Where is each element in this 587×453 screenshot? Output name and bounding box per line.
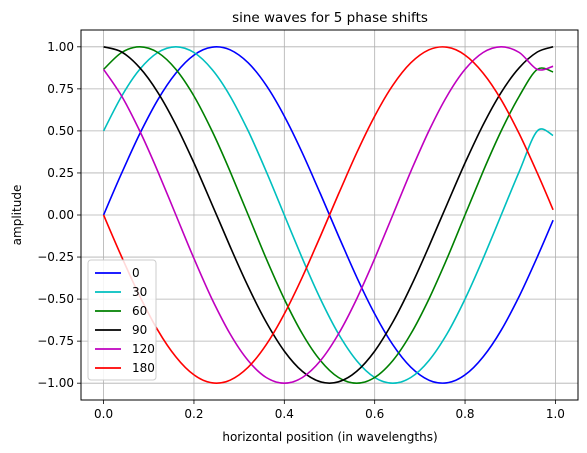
x-tick-label: 0.4: [275, 407, 294, 421]
y-tick-label: −1.00: [37, 376, 74, 390]
legend-box: [87, 259, 157, 381]
x-tick-label: 0.8: [455, 407, 474, 421]
x-axis-label: horizontal position (in wavelengths): [222, 430, 437, 444]
y-tick-label: 0.50: [47, 124, 74, 138]
series-layer: [102, 45, 554, 385]
series-line-60: [103, 45, 554, 385]
y-tick-label: 0.75: [47, 82, 74, 96]
y-tick-label: −0.75: [37, 334, 74, 348]
legend: 0 30 60 90 120 180: [87, 259, 157, 381]
y-tick-label: −0.50: [37, 292, 74, 306]
x-tick-label: 0.2: [184, 407, 203, 421]
x-tick-label: 0.6: [365, 407, 384, 421]
y-tick-label: −0.25: [37, 250, 74, 264]
tick-layer: 0.0 0.2 0.4 0.6 0.8 1.0 −1.00 −0.75 −0.50 −0.25 0.…: [37, 40, 565, 421]
series-line-180: [102, 46, 554, 384]
series-line-120: [102, 45, 554, 385]
legend-label: 0: [132, 266, 140, 280]
x-tick-label: 1.0: [546, 407, 565, 421]
chart-title: sine waves for 5 phase shifts: [232, 10, 428, 26]
y-tick-label: 0.25: [47, 166, 74, 180]
legend-label: 60: [132, 304, 147, 318]
y-tick-label: 0.00: [47, 208, 74, 222]
series-line-90: [103, 46, 554, 384]
x-tick-label: 0.0: [94, 407, 113, 421]
legend-label: 180: [132, 361, 155, 375]
y-tick-label: 1.00: [47, 40, 74, 54]
legend-label: 120: [132, 342, 155, 356]
legend-label: 90: [132, 323, 147, 337]
y-axis-label: amplitude: [10, 185, 24, 246]
legend-label: 30: [132, 285, 147, 299]
series-line-30: [102, 45, 554, 385]
